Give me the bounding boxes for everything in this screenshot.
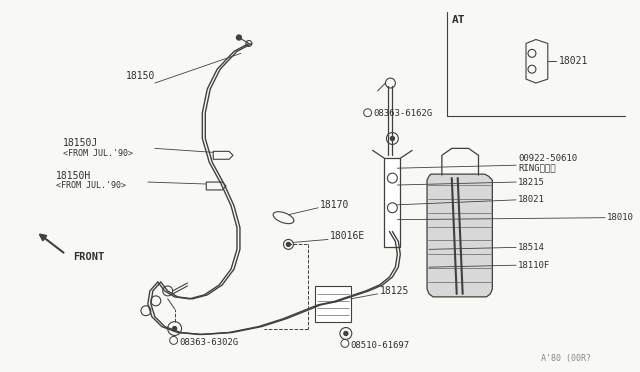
Text: 18110F: 18110F [518,261,550,270]
Text: 18150J: 18150J [63,138,98,148]
Circle shape [173,327,177,330]
Text: 00922-50610: 00922-50610 [518,154,577,163]
Text: 08363-6162G: 08363-6162G [374,109,433,118]
Text: 18021: 18021 [518,195,545,204]
Bar [315,286,351,322]
Text: 18150: 18150 [125,71,155,81]
Text: 18150H: 18150H [56,171,91,181]
Circle shape [390,137,394,141]
Text: AT: AT [452,15,465,25]
Text: 18514: 18514 [518,243,545,252]
Text: 18170: 18170 [320,200,349,210]
Text: 08363-6302G: 08363-6302G [180,338,239,347]
Text: <FROM JUL.'90>: <FROM JUL.'90> [63,149,132,158]
Circle shape [236,35,241,40]
Text: <FROM JUL.'90>: <FROM JUL.'90> [56,182,126,190]
Text: A'80 (00R?: A'80 (00R? [541,354,591,363]
Text: RINGリング: RINGリング [518,164,556,173]
Text: 08510-61697: 08510-61697 [351,341,410,350]
Text: 18021: 18021 [559,56,588,66]
Text: 18125: 18125 [380,286,409,296]
Text: 18010: 18010 [607,213,634,222]
Text: 18215: 18215 [518,177,545,186]
Bar [385,158,400,247]
Text: FRONT: FRONT [73,252,104,262]
Text: 18016E: 18016E [330,231,365,241]
Polygon shape [427,174,492,297]
Circle shape [287,243,291,246]
Circle shape [344,331,348,336]
